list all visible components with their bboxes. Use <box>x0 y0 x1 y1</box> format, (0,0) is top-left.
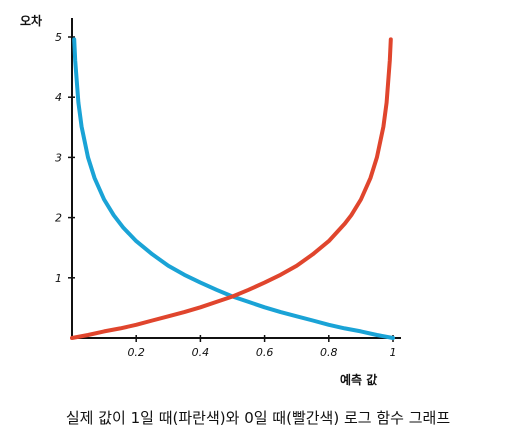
y-tick-label: 2 <box>55 212 62 225</box>
figure-caption: 실제 값이 1일 때(파란색)와 0일 때(빨간색) 로그 함수 그래프 <box>65 409 451 427</box>
series-layer <box>70 37 395 340</box>
series-line-2 <box>70 37 393 340</box>
y-axis-title: 오차 <box>20 13 42 28</box>
series-line-1 <box>72 37 395 340</box>
x-tick-label: 0.8 <box>320 346 338 359</box>
y-tick-label: 4 <box>55 91 62 104</box>
log-loss-chart: 1 2 3 4 5 0.2 0.4 0.6 0.8 1 오차 예측 값 <box>20 13 401 387</box>
labels: 오차 예측 값 <box>20 13 377 387</box>
axes: 1 2 3 4 5 0.2 0.4 0.6 0.8 1 <box>55 18 401 359</box>
x-tick-label: 1 <box>390 346 397 359</box>
x-axis-title: 예측 값 <box>340 372 377 387</box>
x-tick-label: 0.2 <box>127 346 145 359</box>
y-tick-label: 1 <box>55 272 62 285</box>
x-tick-label: 0.4 <box>192 346 210 359</box>
x-tick-label: 0.6 <box>256 346 274 359</box>
y-tick-label: 5 <box>55 31 62 44</box>
y-tick-label: 3 <box>55 151 62 164</box>
